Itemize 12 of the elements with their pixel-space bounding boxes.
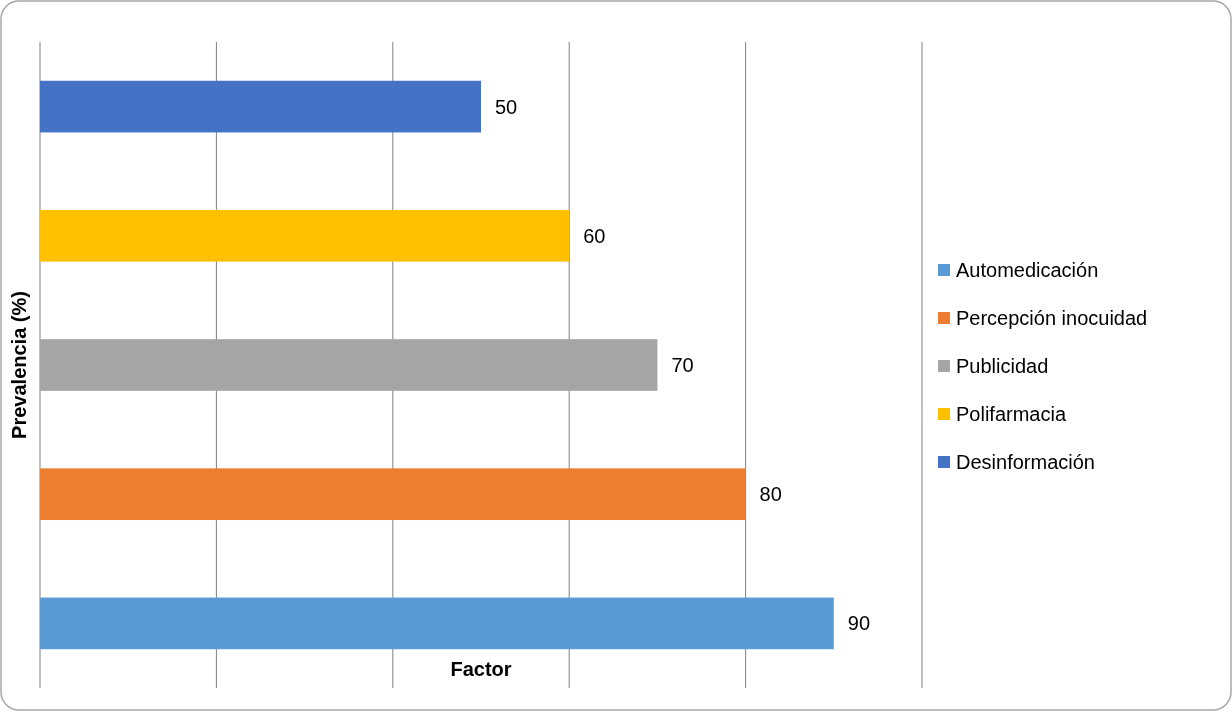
y-axis-title: Prevalencia (%) (8, 291, 30, 439)
data-label: 90 (847, 612, 871, 635)
data-label: 80 (759, 483, 782, 506)
legend-label: Percepción inocuidad (956, 307, 1148, 329)
legend-label: Polifarmacia (956, 403, 1067, 425)
data-label: 50 (495, 95, 518, 118)
legend-label: Automedicación (956, 259, 1099, 281)
data-label: 70 (671, 354, 694, 376)
legend-label: Desinformación (956, 451, 1095, 473)
data-label: 60 (583, 224, 606, 247)
legend-label: Publicidad (956, 355, 1049, 377)
x-axis-title: Factor (450, 658, 512, 680)
